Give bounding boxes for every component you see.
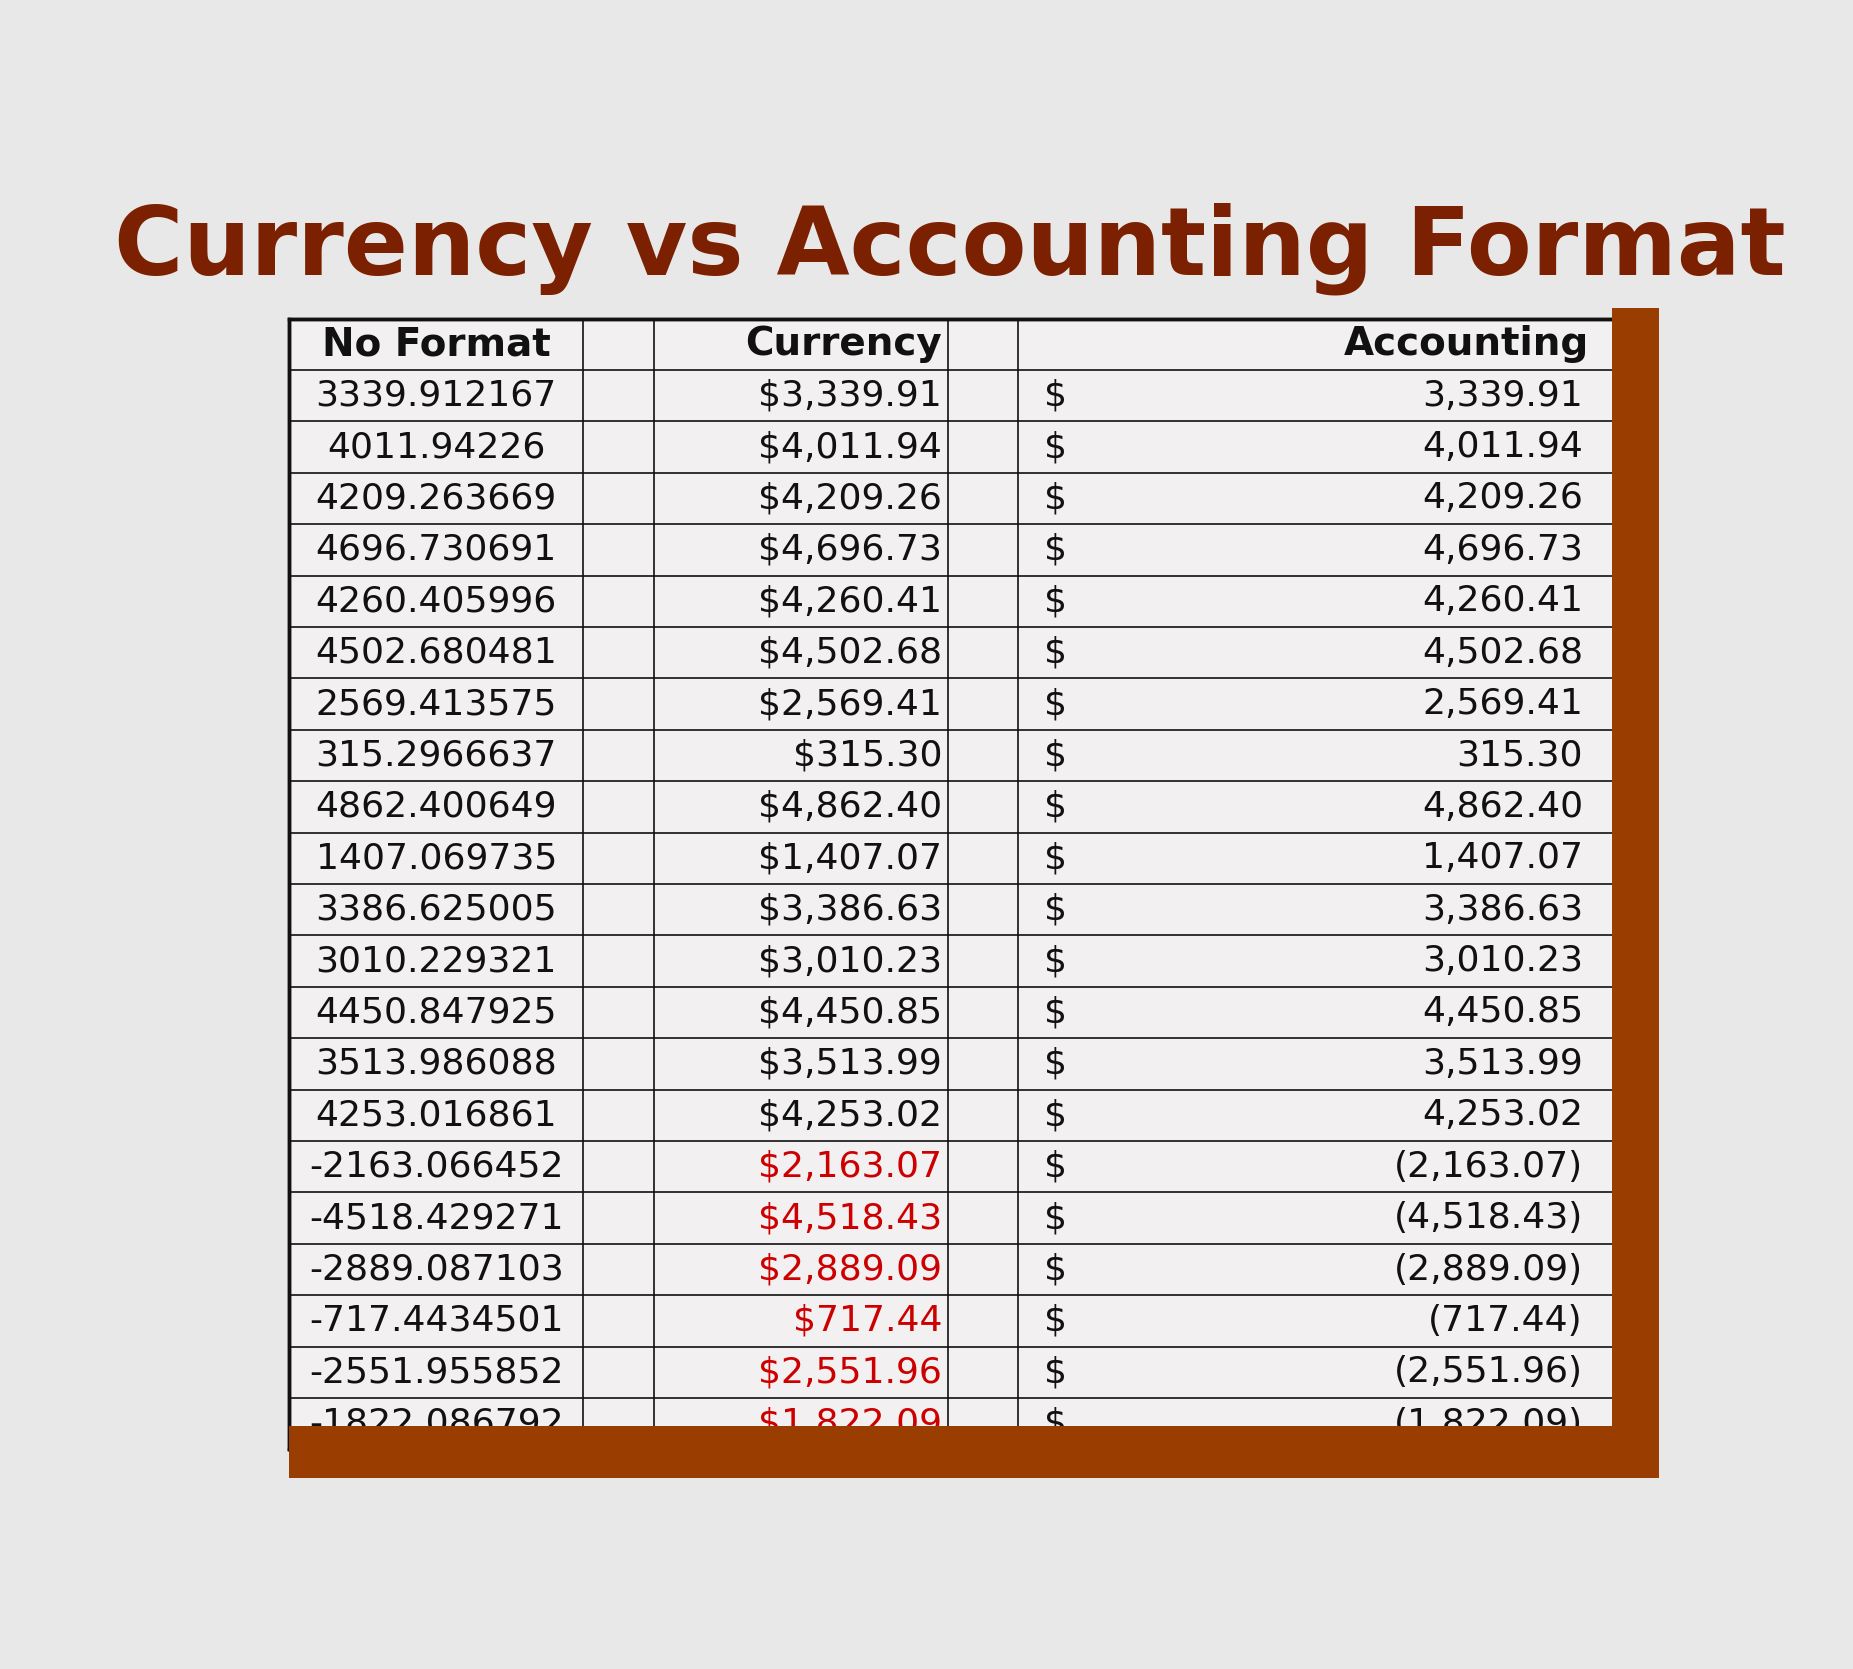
Text: $4,502.68: $4,502.68 [758, 636, 941, 669]
Text: 4,450.85: 4,450.85 [1421, 995, 1582, 1030]
Text: 4,253.02: 4,253.02 [1421, 1098, 1582, 1132]
Text: $: $ [1043, 1098, 1067, 1132]
Text: $: $ [1043, 532, 1067, 567]
Text: $2,551.96: $2,551.96 [758, 1355, 941, 1389]
Text: 3513.986088: 3513.986088 [315, 1046, 558, 1082]
Text: 4696.730691: 4696.730691 [315, 532, 556, 567]
Text: -717.4434501: -717.4434501 [309, 1303, 563, 1339]
Text: $: $ [1043, 1355, 1067, 1389]
Text: 3339.912167: 3339.912167 [315, 379, 556, 412]
Text: 1407.069735: 1407.069735 [315, 841, 558, 875]
Text: 4,502.68: 4,502.68 [1421, 636, 1582, 669]
Text: (2,889.09): (2,889.09) [1393, 1252, 1582, 1287]
Text: 4260.405996: 4260.405996 [315, 584, 556, 618]
Text: $: $ [1043, 1303, 1067, 1339]
Text: $2,569.41: $2,569.41 [758, 688, 941, 721]
Text: No Format: No Format [322, 325, 550, 364]
Bar [289, 319, 1614, 1449]
Text: (1,822.09): (1,822.09) [1393, 1407, 1582, 1440]
Text: 4862.400649: 4862.400649 [315, 789, 558, 824]
Text: (2,551.96): (2,551.96) [1393, 1355, 1582, 1389]
Text: $: $ [1043, 1046, 1067, 1082]
Bar [1612, 309, 1658, 1477]
Text: $1,407.07: $1,407.07 [758, 841, 941, 875]
Text: -2163.066452: -2163.066452 [309, 1150, 563, 1183]
Text: 4209.263669: 4209.263669 [315, 481, 556, 516]
Text: 3,339.91: 3,339.91 [1423, 379, 1582, 412]
Text: $: $ [1043, 789, 1067, 824]
Text: $: $ [1043, 893, 1067, 926]
Text: 4,209.26: 4,209.26 [1421, 481, 1582, 516]
Text: 4011.94226: 4011.94226 [326, 431, 545, 464]
Text: $1,822.09: $1,822.09 [758, 1407, 941, 1440]
Text: 4,696.73: 4,696.73 [1421, 532, 1582, 567]
Text: $: $ [1043, 738, 1067, 773]
Text: Currency: Currency [745, 325, 941, 364]
Text: 2,569.41: 2,569.41 [1421, 688, 1582, 721]
Text: 315.2966637: 315.2966637 [315, 738, 558, 773]
Text: $4,518.43: $4,518.43 [758, 1202, 941, 1235]
Text: $4,260.41: $4,260.41 [758, 584, 941, 618]
Text: $3,386.63: $3,386.63 [758, 893, 941, 926]
Text: $: $ [1043, 841, 1067, 875]
Text: $: $ [1043, 688, 1067, 721]
Text: 4253.016861: 4253.016861 [315, 1098, 558, 1132]
Text: $4,011.94: $4,011.94 [758, 431, 941, 464]
Text: 4,260.41: 4,260.41 [1421, 584, 1582, 618]
Text: $: $ [1043, 995, 1067, 1030]
Text: 4450.847925: 4450.847925 [315, 995, 558, 1030]
Text: $4,696.73: $4,696.73 [758, 532, 941, 567]
Text: (2,163.07): (2,163.07) [1393, 1150, 1582, 1183]
Text: 4,862.40: 4,862.40 [1421, 789, 1582, 824]
Bar [289, 1427, 1658, 1477]
Text: $4,253.02: $4,253.02 [758, 1098, 941, 1132]
Text: Accounting: Accounting [1343, 325, 1588, 364]
Text: -4518.429271: -4518.429271 [309, 1202, 563, 1235]
Text: $: $ [1043, 431, 1067, 464]
Text: $3,010.23: $3,010.23 [758, 945, 941, 978]
Text: 4,011.94: 4,011.94 [1421, 431, 1582, 464]
Text: $: $ [1043, 636, 1067, 669]
Text: $717.44: $717.44 [793, 1303, 941, 1339]
Text: 3386.625005: 3386.625005 [315, 893, 558, 926]
Text: $4,862.40: $4,862.40 [758, 789, 941, 824]
Text: $: $ [1043, 1407, 1067, 1440]
Text: $: $ [1043, 1202, 1067, 1235]
Text: $3,339.91: $3,339.91 [758, 379, 941, 412]
Text: 2569.413575: 2569.413575 [315, 688, 558, 721]
Text: Currency vs Accounting Format: Currency vs Accounting Format [113, 204, 1786, 295]
Text: 315.30: 315.30 [1456, 738, 1582, 773]
Text: $4,209.26: $4,209.26 [758, 481, 941, 516]
Text: (717.44): (717.44) [1429, 1303, 1582, 1339]
Text: $: $ [1043, 481, 1067, 516]
Text: $315.30: $315.30 [793, 738, 941, 773]
Text: $: $ [1043, 1150, 1067, 1183]
Text: $: $ [1043, 379, 1067, 412]
Text: -2551.955852: -2551.955852 [309, 1355, 563, 1389]
Text: $: $ [1043, 1252, 1067, 1287]
Text: 3,010.23: 3,010.23 [1421, 945, 1582, 978]
Text: $: $ [1043, 584, 1067, 618]
Text: (4,518.43): (4,518.43) [1393, 1202, 1582, 1235]
Text: 3,386.63: 3,386.63 [1421, 893, 1582, 926]
Text: $4,450.85: $4,450.85 [758, 995, 941, 1030]
Text: $2,163.07: $2,163.07 [758, 1150, 941, 1183]
Text: 1,407.07: 1,407.07 [1421, 841, 1582, 875]
Text: $: $ [1043, 945, 1067, 978]
Text: -2889.087103: -2889.087103 [309, 1252, 563, 1287]
Text: 3,513.99: 3,513.99 [1423, 1046, 1582, 1082]
Text: 4502.680481: 4502.680481 [315, 636, 558, 669]
Text: -1822.086792: -1822.086792 [309, 1407, 563, 1440]
Text: $3,513.99: $3,513.99 [758, 1046, 941, 1082]
Text: 3010.229321: 3010.229321 [315, 945, 558, 978]
Text: $2,889.09: $2,889.09 [758, 1252, 941, 1287]
